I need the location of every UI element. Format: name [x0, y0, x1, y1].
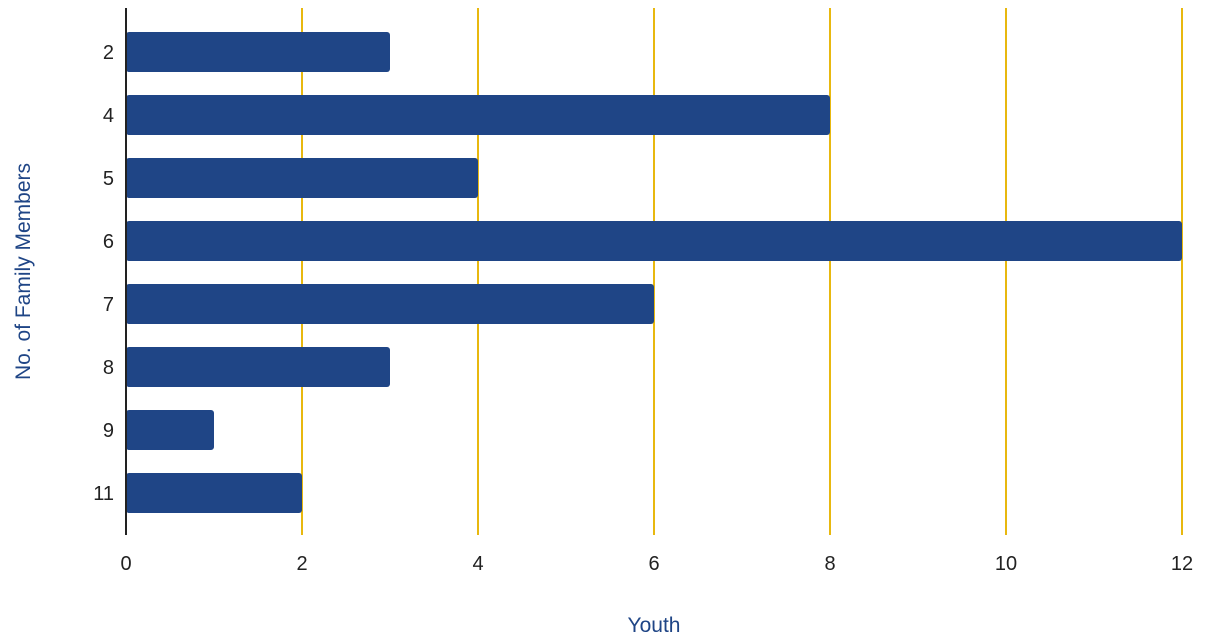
- bar-6: [126, 221, 1182, 261]
- bar-11: [126, 473, 302, 513]
- x-tick-label: 0: [120, 553, 131, 575]
- x-tick-label: 12: [1171, 553, 1193, 575]
- y-tick-label: 6: [103, 231, 114, 253]
- bar-2: [126, 32, 390, 72]
- y-tick-label: 9: [103, 420, 114, 442]
- x-tick-labels: 0 2 4 6 8 10 12: [120, 553, 1193, 575]
- bar-8: [126, 347, 390, 387]
- x-tick-label: 10: [995, 553, 1017, 575]
- grid-lines: [301, 8, 1183, 535]
- y-tick-labels: 2 4 5 6 7 8 9 11: [93, 42, 114, 505]
- y-tick-label: 4: [103, 105, 114, 127]
- y-tick-label: 7: [103, 294, 114, 316]
- bar-9: [126, 410, 214, 450]
- x-axis-title: Youth: [628, 614, 681, 637]
- bar-5: [126, 158, 478, 198]
- x-tick-label: 2: [296, 553, 307, 575]
- y-tick-label: 11: [93, 483, 114, 505]
- bar-7: [126, 284, 654, 324]
- x-tick-label: 8: [824, 553, 835, 575]
- y-tick-label: 2: [103, 42, 114, 64]
- y-axis-title: No. of Family Members: [12, 163, 35, 380]
- y-tick-label: 5: [103, 168, 114, 190]
- x-tick-label: 6: [648, 553, 659, 575]
- bars: [126, 32, 1182, 513]
- bar-4: [126, 95, 830, 135]
- x-tick-label: 4: [472, 553, 483, 575]
- y-tick-label: 8: [103, 357, 114, 379]
